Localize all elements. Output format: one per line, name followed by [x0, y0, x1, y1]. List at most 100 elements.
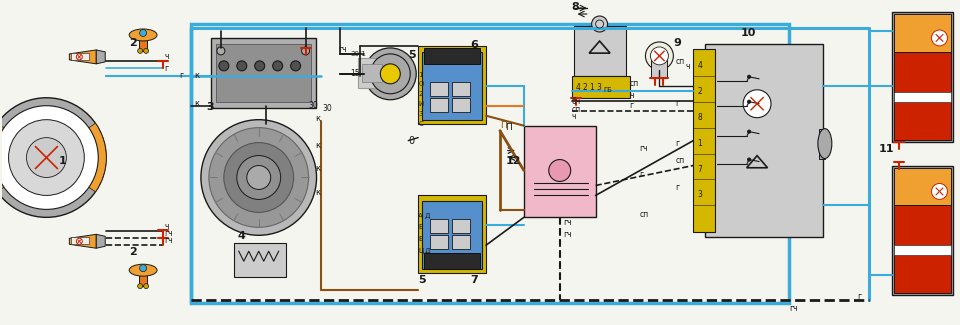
- Circle shape: [144, 48, 149, 53]
- Bar: [894, 245, 951, 255]
- Text: 3: 3: [419, 111, 422, 117]
- Text: Е: Е: [419, 236, 422, 242]
- Bar: [424, 48, 480, 64]
- Circle shape: [219, 61, 228, 71]
- Bar: [216, 44, 310, 102]
- Text: П: П: [505, 123, 512, 132]
- Bar: [362, 64, 382, 82]
- Circle shape: [301, 47, 309, 55]
- Text: 8: 8: [697, 113, 702, 122]
- Circle shape: [137, 284, 143, 289]
- Text: 30: 30: [308, 101, 319, 110]
- Bar: [452, 235, 470, 249]
- Circle shape: [247, 165, 271, 189]
- Circle shape: [748, 75, 751, 78]
- Text: 12: 12: [506, 156, 521, 165]
- Text: 1: 1: [419, 72, 422, 78]
- Circle shape: [139, 265, 147, 272]
- Text: 7: 7: [697, 164, 702, 174]
- Polygon shape: [69, 234, 96, 248]
- Bar: [71, 237, 89, 244]
- Circle shape: [743, 90, 771, 118]
- Text: Ц: Ц: [419, 248, 423, 254]
- Wedge shape: [46, 123, 107, 192]
- Text: 2: 2: [130, 247, 137, 257]
- Text: 3: 3: [697, 190, 702, 200]
- Circle shape: [748, 130, 751, 133]
- Text: П: П: [500, 121, 507, 130]
- Circle shape: [365, 48, 417, 100]
- Text: Д: Д: [424, 213, 430, 219]
- Polygon shape: [96, 234, 106, 248]
- Bar: [572, 76, 630, 98]
- Circle shape: [217, 47, 225, 55]
- Text: 30/1: 30/1: [350, 51, 367, 57]
- Bar: [652, 60, 667, 78]
- Text: 1: 1: [589, 83, 594, 92]
- Bar: [706, 44, 823, 237]
- Circle shape: [77, 238, 83, 244]
- Text: сп: сп: [630, 79, 638, 88]
- Text: 4: 4: [697, 61, 702, 70]
- Text: сп: сп: [572, 105, 581, 114]
- Ellipse shape: [130, 29, 157, 41]
- Bar: [894, 14, 951, 52]
- Circle shape: [371, 54, 410, 94]
- Text: ч: ч: [685, 62, 690, 71]
- Bar: [422, 202, 482, 269]
- Bar: [358, 58, 386, 88]
- Circle shape: [748, 100, 751, 103]
- Circle shape: [748, 158, 751, 161]
- Bar: [892, 165, 953, 295]
- Text: 3: 3: [596, 83, 602, 92]
- Circle shape: [273, 61, 282, 71]
- Text: к: к: [316, 114, 321, 123]
- Text: к: к: [316, 188, 321, 197]
- Circle shape: [144, 284, 149, 289]
- Text: 2: 2: [697, 87, 702, 96]
- Bar: [524, 126, 595, 217]
- Text: 5: 5: [419, 275, 426, 285]
- Bar: [234, 243, 286, 277]
- Bar: [419, 46, 486, 124]
- Circle shape: [651, 47, 668, 65]
- Bar: [422, 52, 482, 120]
- Circle shape: [931, 30, 948, 46]
- Text: г: г: [179, 71, 183, 80]
- Bar: [430, 219, 448, 233]
- Circle shape: [0, 98, 107, 217]
- Text: А: А: [419, 213, 423, 219]
- Circle shape: [645, 42, 673, 70]
- Text: ГБ: ГБ: [604, 87, 612, 93]
- Bar: [819, 129, 825, 159]
- Text: 5: 5: [408, 50, 416, 60]
- Circle shape: [591, 16, 608, 32]
- Text: г: г: [639, 171, 643, 179]
- Text: Е: Е: [419, 224, 422, 230]
- Text: 0: 0: [408, 136, 415, 146]
- Text: 3: 3: [205, 102, 213, 112]
- Text: 8: 8: [572, 2, 580, 12]
- Circle shape: [380, 64, 400, 84]
- Bar: [430, 235, 448, 249]
- Text: гч: гч: [564, 218, 572, 227]
- Text: к: к: [194, 99, 199, 108]
- Circle shape: [137, 48, 143, 53]
- Text: ч: ч: [164, 52, 169, 61]
- Bar: [211, 38, 316, 108]
- Text: г: г: [856, 292, 861, 301]
- Text: 11: 11: [878, 144, 894, 154]
- Polygon shape: [69, 50, 96, 64]
- Bar: [894, 167, 951, 205]
- Text: гч: гч: [789, 304, 798, 313]
- Bar: [139, 268, 147, 286]
- Bar: [894, 52, 951, 140]
- Text: И: И: [419, 101, 423, 107]
- Text: г: г: [630, 101, 634, 110]
- Text: 10: 10: [741, 28, 756, 38]
- Text: О: О: [419, 81, 423, 87]
- Circle shape: [27, 137, 66, 177]
- Circle shape: [254, 61, 265, 71]
- Bar: [424, 253, 480, 269]
- Circle shape: [595, 20, 604, 28]
